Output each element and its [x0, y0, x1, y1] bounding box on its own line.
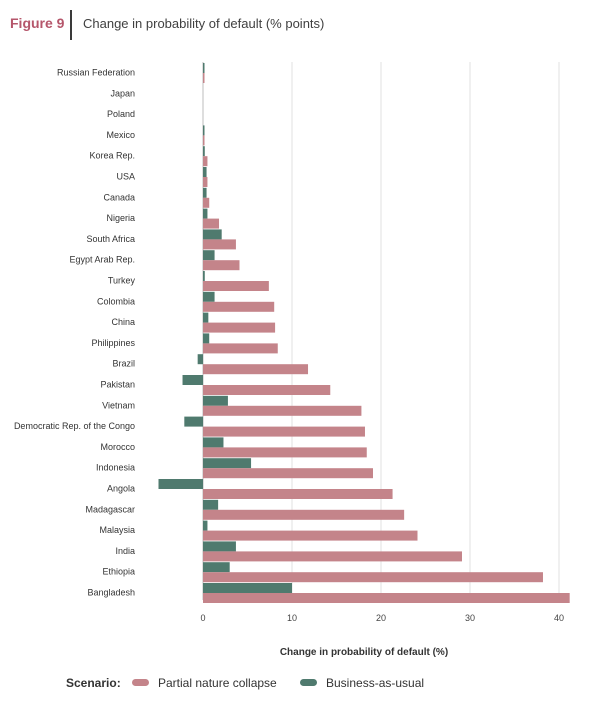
bar-partial-nature-collapse: [203, 364, 309, 375]
x-tick-label: 40: [554, 613, 564, 623]
category-label: Bangladesh: [87, 588, 135, 598]
bar-business-as-usual: [203, 499, 219, 510]
bar-partial-nature-collapse: [203, 509, 405, 520]
bar-business-as-usual: [197, 354, 203, 365]
category-label: Brazil: [112, 359, 135, 369]
category-label: South Africa: [86, 234, 135, 244]
category-label: Ethiopia: [102, 567, 135, 577]
bar-partial-nature-collapse: [203, 301, 275, 312]
bar-partial-nature-collapse: [203, 197, 210, 208]
bar-business-as-usual: [203, 250, 215, 261]
bar-business-as-usual: [203, 146, 205, 157]
legend-label: Business-as-usual: [326, 676, 425, 690]
bar-partial-nature-collapse: [203, 281, 269, 291]
category-label: Madagascar: [85, 504, 135, 514]
bar-partial-nature-collapse: [203, 447, 367, 458]
bar-business-as-usual: [203, 458, 252, 469]
category-label: Malaysia: [99, 525, 135, 535]
bar-business-as-usual: [158, 479, 203, 489]
x-axis-label: Change in probability of default (%): [280, 647, 448, 658]
bar-business-as-usual: [203, 229, 222, 240]
bar-business-as-usual: [203, 187, 207, 198]
category-label: Egypt Arab Rep.: [69, 255, 135, 265]
bar-business-as-usual: [203, 562, 230, 573]
bar-business-as-usual: [203, 167, 207, 177]
bar-partial-nature-collapse: [203, 177, 208, 187]
bar-business-as-usual: [203, 208, 208, 219]
category-label: Philippines: [91, 338, 135, 348]
bar-partial-nature-collapse: [203, 385, 331, 395]
bar-business-as-usual: [203, 520, 208, 531]
bar-business-as-usual: [203, 583, 292, 593]
bar-partial-nature-collapse: [203, 551, 462, 562]
bar-partial-nature-collapse: [203, 468, 373, 479]
bars: [158, 63, 570, 603]
category-label: Morocco: [100, 442, 135, 452]
category-label: Democratic Rep. of the Congo: [14, 421, 135, 431]
category-label: Nigeria: [106, 213, 135, 223]
bar-chart: Russian Federation Japan Poland Mexico Korea…: [14, 62, 570, 658]
bar-partial-nature-collapse: [203, 239, 236, 250]
bar-partial-nature-collapse: [203, 405, 362, 416]
bar-partial-nature-collapse: [203, 135, 205, 146]
figure-title: Change in probability of default (% poin…: [83, 16, 325, 31]
bar-business-as-usual: [203, 541, 236, 552]
legend-item-business-as-usual: Business-as-usual: [300, 676, 424, 690]
bar-partial-nature-collapse: [203, 322, 276, 333]
legend-label: Partial nature collapse: [158, 676, 277, 690]
bar-partial-nature-collapse: [203, 156, 208, 167]
bar-business-as-usual: [203, 291, 215, 302]
category-label: Japan: [110, 88, 135, 98]
legend-swatch-bau: [300, 679, 317, 687]
bar-business-as-usual: [203, 437, 224, 448]
x-tick-label: 30: [465, 613, 475, 623]
category-label: Russian Federation: [57, 68, 135, 78]
category-label: Turkey: [108, 276, 136, 286]
bar-business-as-usual: [203, 333, 210, 344]
category-label: Pakistan: [100, 380, 135, 390]
legend-item-partial-nature-collapse: Partial nature collapse: [132, 676, 277, 690]
bar-partial-nature-collapse: [203, 572, 543, 583]
legend-swatch-pnc: [132, 679, 149, 687]
bar-business-as-usual: [203, 271, 205, 281]
category-label: Colombia: [97, 296, 135, 306]
legend-title: Scenario:: [66, 676, 121, 690]
category-label: India: [115, 546, 135, 556]
figure-label: Figure 9: [10, 15, 65, 31]
x-tick-label: 0: [200, 613, 205, 623]
figure-separator: [70, 10, 72, 40]
bar-business-as-usual: [203, 312, 209, 323]
category-labels: Russian Federation Japan Poland Mexico Korea…: [14, 68, 136, 598]
figure-header: Figure 9 Change in probability of defaul…: [0, 0, 594, 50]
bar-partial-nature-collapse: [203, 489, 393, 499]
category-label: Korea Rep.: [89, 151, 135, 161]
bar-partial-nature-collapse: [203, 593, 570, 603]
category-label: Angola: [107, 484, 135, 494]
category-label: China: [111, 317, 135, 327]
category-label: Mexico: [106, 130, 135, 140]
category-label: Poland: [107, 109, 135, 119]
category-label: Indonesia: [96, 463, 135, 473]
x-tick-label: 20: [376, 613, 386, 623]
category-label: Vietnam: [102, 400, 135, 410]
tick-labels: 0 10 20 30 40: [200, 613, 564, 623]
category-label: Canada: [103, 192, 135, 202]
bar-partial-nature-collapse: [203, 343, 278, 354]
bar-partial-nature-collapse: [203, 260, 240, 271]
bar-business-as-usual: [184, 416, 203, 427]
category-label: USA: [116, 172, 135, 182]
bar-business-as-usual: [203, 395, 228, 406]
bar-partial-nature-collapse: [203, 73, 205, 83]
bar-partial-nature-collapse: [203, 426, 365, 437]
bar-business-as-usual: [203, 125, 205, 136]
bar-business-as-usual: [182, 375, 203, 385]
bar-partial-nature-collapse: [203, 530, 418, 541]
bar-business-as-usual: [203, 63, 205, 73]
x-tick-label: 10: [287, 613, 297, 623]
bar-partial-nature-collapse: [203, 218, 220, 229]
